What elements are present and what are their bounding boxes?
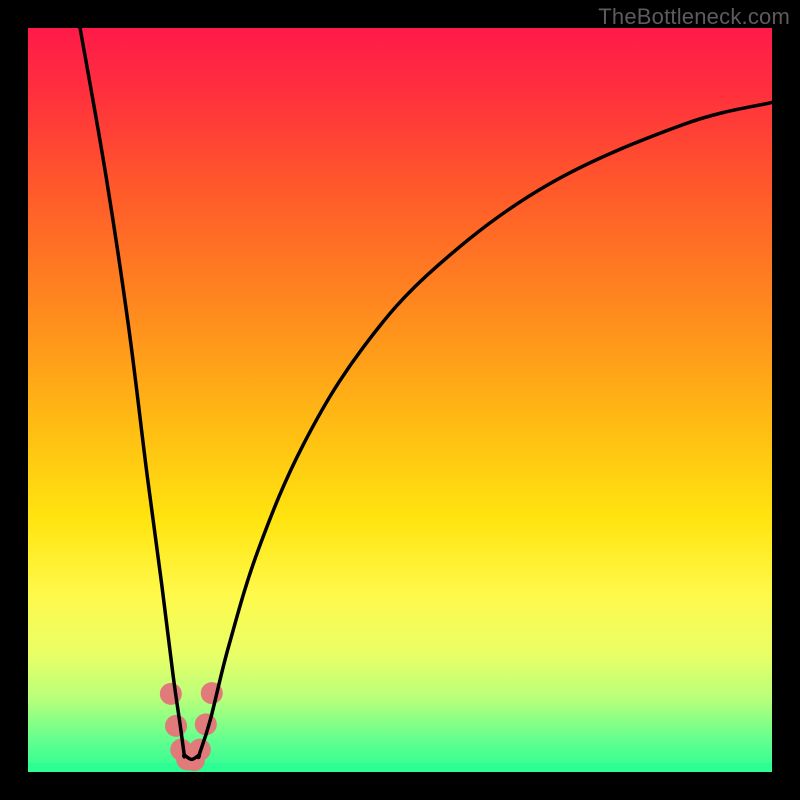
bottleneck-dot (165, 715, 187, 737)
plot-area (28, 28, 772, 772)
curve-svg (28, 28, 772, 772)
chart-root: TheBottleneck.com (0, 0, 800, 800)
bottleneck-curve (80, 28, 772, 759)
bottleneck-dot (160, 683, 182, 705)
watermark-label: TheBottleneck.com (594, 0, 800, 34)
